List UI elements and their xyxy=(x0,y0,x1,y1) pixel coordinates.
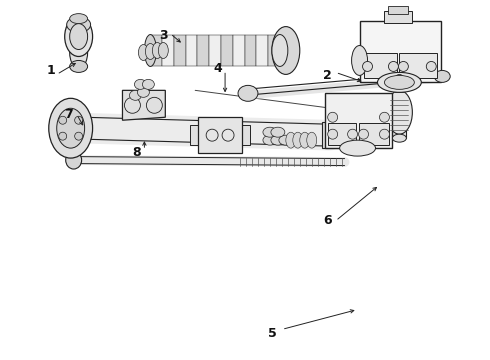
Ellipse shape xyxy=(395,75,403,82)
Bar xyxy=(197,35,209,67)
Ellipse shape xyxy=(379,112,390,122)
Bar xyxy=(399,54,437,78)
Bar xyxy=(364,54,397,78)
Bar xyxy=(198,117,242,153)
Ellipse shape xyxy=(65,17,93,57)
Ellipse shape xyxy=(146,44,155,59)
Ellipse shape xyxy=(293,132,303,148)
Bar xyxy=(268,35,280,67)
Ellipse shape xyxy=(137,87,149,97)
Bar xyxy=(325,93,392,148)
Bar xyxy=(395,77,403,92)
Text: 4: 4 xyxy=(214,62,222,75)
Ellipse shape xyxy=(272,27,300,75)
Bar xyxy=(359,123,390,145)
Ellipse shape xyxy=(134,80,147,89)
Ellipse shape xyxy=(279,135,293,145)
Text: 8: 8 xyxy=(132,145,141,159)
Bar xyxy=(150,35,162,67)
Bar xyxy=(256,35,268,67)
Ellipse shape xyxy=(398,62,408,71)
Ellipse shape xyxy=(49,98,93,158)
Ellipse shape xyxy=(328,129,338,139)
Ellipse shape xyxy=(271,135,285,145)
Bar xyxy=(209,35,221,67)
Ellipse shape xyxy=(74,132,83,140)
Ellipse shape xyxy=(272,35,288,67)
Ellipse shape xyxy=(59,116,67,124)
Ellipse shape xyxy=(66,151,82,169)
Ellipse shape xyxy=(74,116,83,124)
Ellipse shape xyxy=(389,62,398,71)
Ellipse shape xyxy=(352,45,368,75)
Bar xyxy=(221,35,233,67)
Ellipse shape xyxy=(145,35,156,67)
Ellipse shape xyxy=(392,134,406,142)
Text: 7: 7 xyxy=(64,108,73,121)
Bar xyxy=(74,45,83,67)
Text: 2: 2 xyxy=(323,69,332,82)
Ellipse shape xyxy=(363,62,372,71)
Ellipse shape xyxy=(300,132,310,148)
Text: 5: 5 xyxy=(268,327,276,340)
Ellipse shape xyxy=(152,42,162,58)
Bar xyxy=(328,123,356,145)
Bar xyxy=(392,120,406,138)
Ellipse shape xyxy=(340,140,375,156)
Bar xyxy=(360,21,441,82)
Bar xyxy=(233,35,245,67)
Ellipse shape xyxy=(359,129,368,139)
Bar xyxy=(174,35,186,67)
Ellipse shape xyxy=(379,129,390,139)
Ellipse shape xyxy=(347,129,358,139)
Bar xyxy=(385,11,413,23)
Ellipse shape xyxy=(263,135,277,145)
Bar xyxy=(389,6,408,14)
Ellipse shape xyxy=(67,17,91,32)
Ellipse shape xyxy=(70,37,88,68)
Bar xyxy=(190,125,202,145)
Ellipse shape xyxy=(387,90,413,134)
Ellipse shape xyxy=(377,72,421,92)
Ellipse shape xyxy=(57,108,85,148)
Ellipse shape xyxy=(59,132,67,140)
Text: 6: 6 xyxy=(323,214,332,228)
Ellipse shape xyxy=(426,62,436,71)
Ellipse shape xyxy=(70,24,88,50)
Text: 3: 3 xyxy=(159,29,168,42)
Ellipse shape xyxy=(385,75,415,89)
Bar xyxy=(322,122,343,148)
Ellipse shape xyxy=(434,71,450,82)
Bar xyxy=(238,125,250,145)
Polygon shape xyxy=(122,90,165,120)
Ellipse shape xyxy=(286,132,296,148)
Ellipse shape xyxy=(70,60,88,72)
Ellipse shape xyxy=(238,85,258,101)
Ellipse shape xyxy=(138,45,148,60)
Ellipse shape xyxy=(143,80,154,89)
Ellipse shape xyxy=(307,132,317,148)
Ellipse shape xyxy=(158,42,168,58)
Ellipse shape xyxy=(271,127,285,137)
Bar xyxy=(162,35,174,67)
Text: 1: 1 xyxy=(47,64,55,77)
Ellipse shape xyxy=(129,90,142,100)
Ellipse shape xyxy=(70,14,88,24)
Bar xyxy=(245,35,256,67)
Ellipse shape xyxy=(263,127,277,137)
Ellipse shape xyxy=(328,112,338,122)
Bar xyxy=(186,35,197,67)
